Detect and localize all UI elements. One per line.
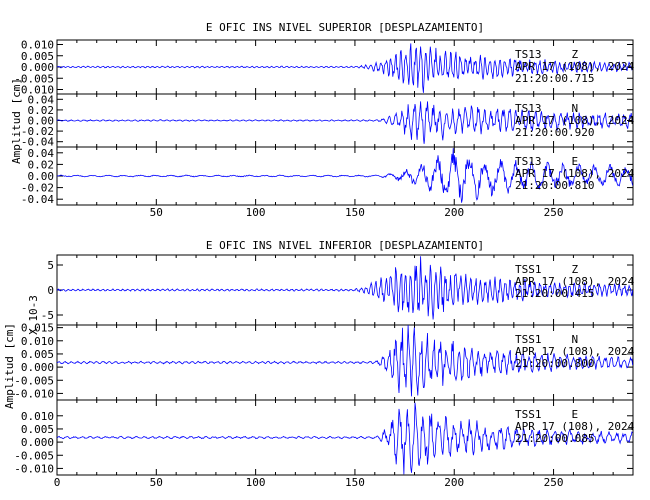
y-tick-label: -0.005 bbox=[14, 72, 54, 85]
x-tick-label: 200 bbox=[444, 476, 464, 489]
station-time: 21:20:00.085 bbox=[515, 432, 594, 445]
x-tick-label: 250 bbox=[544, 206, 564, 219]
station-name: TSS1 bbox=[515, 333, 542, 346]
x-tick-label: 150 bbox=[345, 476, 365, 489]
component-name: E bbox=[572, 155, 579, 168]
station-date: APR 17 (108), 2024 bbox=[515, 345, 635, 358]
station-component-label: TS13 N bbox=[515, 102, 578, 115]
waveform-TSS1-N bbox=[56, 324, 633, 397]
x-tick-label: 250 bbox=[544, 476, 564, 489]
component-name: N bbox=[572, 333, 579, 346]
y-tick-label: -0.010 bbox=[14, 462, 54, 475]
station-date: APR 17 (108), 2024 bbox=[515, 275, 635, 288]
station-component-label: TSS1 N bbox=[515, 333, 578, 346]
waveform-TSS1-E bbox=[56, 402, 633, 475]
component-name: E bbox=[572, 408, 579, 421]
station-component-label: TS13 E bbox=[515, 155, 578, 168]
x-tick-label: 100 bbox=[246, 476, 266, 489]
component-name: Z bbox=[572, 263, 579, 276]
waveform-TS13-N bbox=[56, 101, 633, 144]
station-component-label: TSS1 Z bbox=[515, 263, 579, 276]
y-tick-label: -0.02 bbox=[21, 125, 54, 138]
panel-frame bbox=[56, 39, 634, 206]
y-tick-label: -0.005 bbox=[14, 449, 54, 462]
waveform-TS13-Z bbox=[56, 43, 633, 93]
panel-frames bbox=[56, 39, 634, 476]
y-tick-label: -0.005 bbox=[14, 374, 54, 387]
x-tick-label: 50 bbox=[150, 206, 163, 219]
y-tick-label: -0.04 bbox=[21, 193, 54, 206]
y-tick-label: 0.000 bbox=[21, 436, 54, 449]
y-tick-label: 0.00 bbox=[28, 115, 55, 128]
top-chart-title: E OFIC INS NIVEL SUPERIOR [DESPLAZAMIENT… bbox=[206, 21, 484, 34]
y-tick-label: 0.010 bbox=[21, 335, 54, 348]
chart-labels: E OFIC INS NIVEL SUPERIOR [DESPLAZAMIENT… bbox=[3, 21, 484, 409]
waveform-traces bbox=[56, 43, 633, 475]
y-tick-label: 0.010 bbox=[21, 39, 54, 52]
y-tick-label: 0.04 bbox=[28, 93, 55, 106]
y-tick-label: 0.00 bbox=[28, 170, 55, 183]
y-tick-label: 0 bbox=[47, 284, 54, 297]
x-tick-label: 50 bbox=[150, 476, 163, 489]
top-y-axis-label: Amplitud [cm] bbox=[10, 78, 23, 164]
y-tick-label: 0.005 bbox=[21, 50, 54, 63]
y-tick-label: -0.04 bbox=[21, 136, 54, 149]
station-date: APR 17 (108), 2024 bbox=[515, 167, 635, 180]
station-name: TSS1 bbox=[515, 408, 542, 421]
station-time: 21:20:00.415 bbox=[515, 287, 594, 300]
x-tick-label: 100 bbox=[246, 206, 266, 219]
station-date: APR 17 (108), 2024 bbox=[515, 60, 635, 73]
station-time: 21:20:00.920 bbox=[515, 126, 594, 139]
station-date: APR 17 (108), 2024 bbox=[515, 114, 635, 127]
y-tick-label: 0.000 bbox=[21, 361, 54, 374]
y-tick-label: 0.015 bbox=[21, 322, 54, 335]
y-tick-label: 0.000 bbox=[21, 61, 54, 74]
y-tick-label: -5 bbox=[41, 309, 54, 322]
y-tick-label: -0.010 bbox=[14, 84, 54, 97]
x-tick-label: 200 bbox=[444, 206, 464, 219]
x-tick-label: 0 bbox=[54, 476, 61, 489]
bottom-y-axis-label: Amplitud [cm] bbox=[3, 323, 16, 409]
bottom-chart-title: E OFIC INS NIVEL INFERIOR [DESPLAZAMIENT… bbox=[206, 239, 484, 252]
station-time: 21:20:00.800 bbox=[515, 357, 594, 370]
station-name: TS13 bbox=[515, 102, 542, 115]
station-time: 21:20:00.810 bbox=[515, 179, 594, 192]
panel-frame bbox=[56, 254, 634, 476]
component-name: N bbox=[572, 102, 579, 115]
y-tick-label: 0.04 bbox=[28, 147, 55, 160]
y-tick-label: 0.02 bbox=[28, 158, 55, 171]
y-tick-label: 5 bbox=[47, 259, 54, 272]
y-tick-label: -0.010 bbox=[14, 387, 54, 400]
station-name: TS13 bbox=[515, 48, 542, 61]
y-tick-label: 0.02 bbox=[28, 104, 55, 117]
y-tick-label: -0.02 bbox=[21, 182, 54, 195]
waveform-TSS1-Z bbox=[56, 256, 633, 320]
y-tick-label: 0.005 bbox=[21, 423, 54, 436]
station-component-label: TS13 Z bbox=[515, 48, 579, 61]
station-time: 21:20:00.715 bbox=[515, 72, 594, 85]
axis-ticks: 50 100 150 200 2500.0100.0050.000-0.005-0.01… bbox=[14, 39, 634, 489]
x-tick-label: 150 bbox=[345, 206, 365, 219]
station-name: TSS1 bbox=[515, 263, 542, 276]
y-tick-label: 0.010 bbox=[21, 410, 54, 423]
bottom-y-multiplier: X 10-3 bbox=[27, 295, 40, 335]
component-name: Z bbox=[572, 48, 579, 61]
waveform-TS13-E bbox=[56, 148, 633, 203]
station-name: TS13 bbox=[515, 155, 542, 168]
station-date: APR 17 (108), 2024 bbox=[515, 420, 635, 433]
station-component-label: TSS1 E bbox=[515, 408, 578, 421]
y-tick-label: 0.005 bbox=[21, 348, 54, 361]
